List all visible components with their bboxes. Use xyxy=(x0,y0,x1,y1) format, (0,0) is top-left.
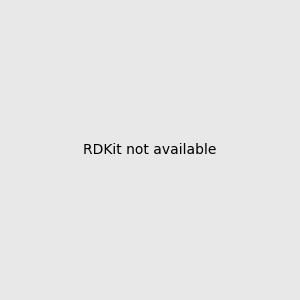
Text: RDKit not available: RDKit not available xyxy=(83,143,217,157)
